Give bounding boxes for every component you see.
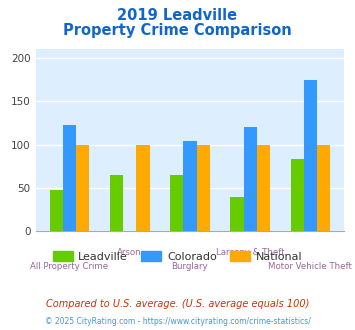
Bar — [76, 145, 89, 231]
Bar — [230, 197, 244, 231]
Text: Burglary: Burglary — [171, 262, 208, 271]
Text: Property Crime Comparison: Property Crime Comparison — [63, 23, 292, 38]
Bar — [197, 145, 210, 231]
Text: 2019 Leadville: 2019 Leadville — [118, 8, 237, 23]
Bar — [63, 125, 76, 231]
Bar — [244, 127, 257, 231]
Bar — [304, 80, 317, 231]
Bar — [136, 145, 149, 231]
Text: All Property Crime: All Property Crime — [31, 262, 109, 271]
Bar — [170, 175, 183, 231]
Text: © 2025 CityRating.com - https://www.cityrating.com/crime-statistics/: © 2025 CityRating.com - https://www.city… — [45, 317, 310, 326]
Bar — [290, 159, 304, 231]
Bar — [317, 145, 330, 231]
Text: Larceny & Theft: Larceny & Theft — [216, 248, 284, 257]
Bar — [257, 145, 270, 231]
Text: Motor Vehicle Theft: Motor Vehicle Theft — [268, 262, 353, 271]
Bar — [110, 175, 123, 231]
Legend: Leadville, Colorado, National: Leadville, Colorado, National — [48, 247, 307, 267]
Text: Arson: Arson — [118, 248, 142, 257]
Text: Compared to U.S. average. (U.S. average equals 100): Compared to U.S. average. (U.S. average … — [46, 299, 309, 309]
Bar — [50, 190, 63, 231]
Bar — [183, 141, 197, 231]
